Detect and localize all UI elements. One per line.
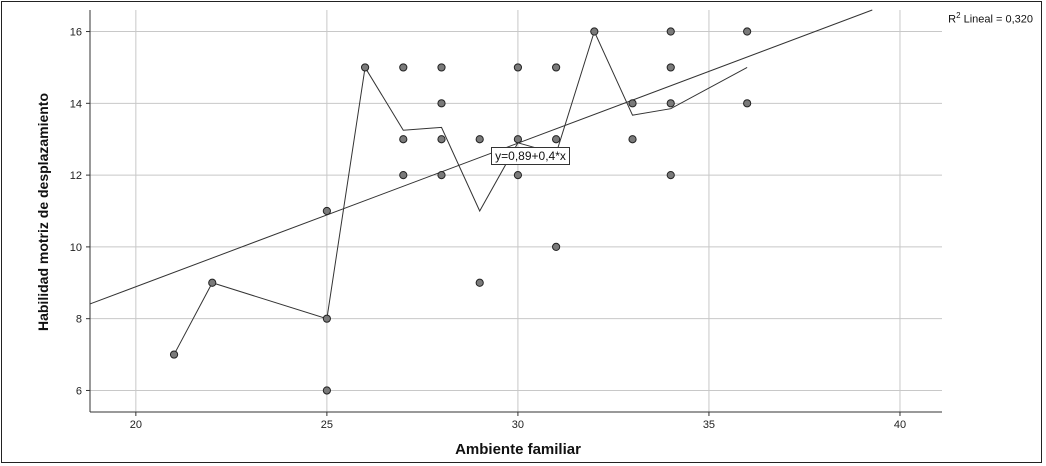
data-point (666, 27, 675, 36)
data-point (552, 135, 561, 144)
data-point (513, 171, 523, 180)
x-tick-label: 20 (130, 419, 142, 431)
x-tick-label: 40 (894, 419, 906, 431)
data-point (666, 171, 675, 180)
data-point (437, 135, 446, 144)
mean-line-group (173, 30, 748, 355)
data-points (169, 27, 752, 395)
x-tick-label: 30 (512, 419, 524, 431)
data-point (590, 27, 599, 36)
r-squared-superscript: 2 (956, 11, 961, 20)
data-point (169, 350, 179, 359)
x-axis-title: Ambiente familiar (455, 441, 581, 458)
data-point (437, 63, 446, 72)
data-point (628, 135, 637, 144)
data-point (322, 206, 331, 216)
data-point (208, 278, 217, 287)
fit-equation-label: y=0,89+0,4*x (491, 147, 570, 166)
data-point (552, 242, 561, 251)
tick-labels: 20 25 30 35 40 6 8 10 12 14 16 (70, 27, 906, 431)
data-point (360, 63, 370, 72)
y-tick-label: 14 (70, 98, 82, 110)
data-point (322, 314, 331, 323)
data-point (475, 278, 484, 287)
y-tick-label: 8 (76, 314, 82, 326)
regression-line (89, 9, 873, 305)
y-tick-label: 6 (76, 385, 82, 397)
data-point (743, 27, 752, 36)
data-point (513, 63, 523, 72)
y-tick-label: 16 (70, 27, 82, 39)
mean-line (173, 30, 748, 355)
data-point (437, 171, 446, 180)
r-squared-value: Lineal = 0,320 (960, 13, 1033, 26)
data-point (666, 99, 675, 108)
data-point (628, 99, 637, 108)
y-axis-title: Habilidad motriz de desplazamiento (35, 93, 51, 331)
data-point (743, 99, 752, 108)
r-squared-label: R2 Lineal = 0,320 (946, 10, 1035, 27)
fit-line-group (89, 9, 873, 305)
y-tick-label: 12 (70, 170, 82, 182)
data-point (475, 135, 484, 144)
y-tick-label: 10 (70, 242, 82, 254)
data-point (437, 99, 446, 108)
axes (86, 10, 942, 416)
data-point (399, 171, 408, 180)
data-point (399, 63, 408, 72)
r-squared-symbol: R (948, 13, 957, 26)
data-point (322, 386, 331, 395)
data-point (552, 63, 561, 72)
data-point (666, 63, 675, 72)
data-point (513, 135, 523, 144)
data-point (399, 135, 408, 144)
x-tick-label: 25 (321, 419, 333, 431)
x-tick-label: 35 (703, 419, 715, 431)
